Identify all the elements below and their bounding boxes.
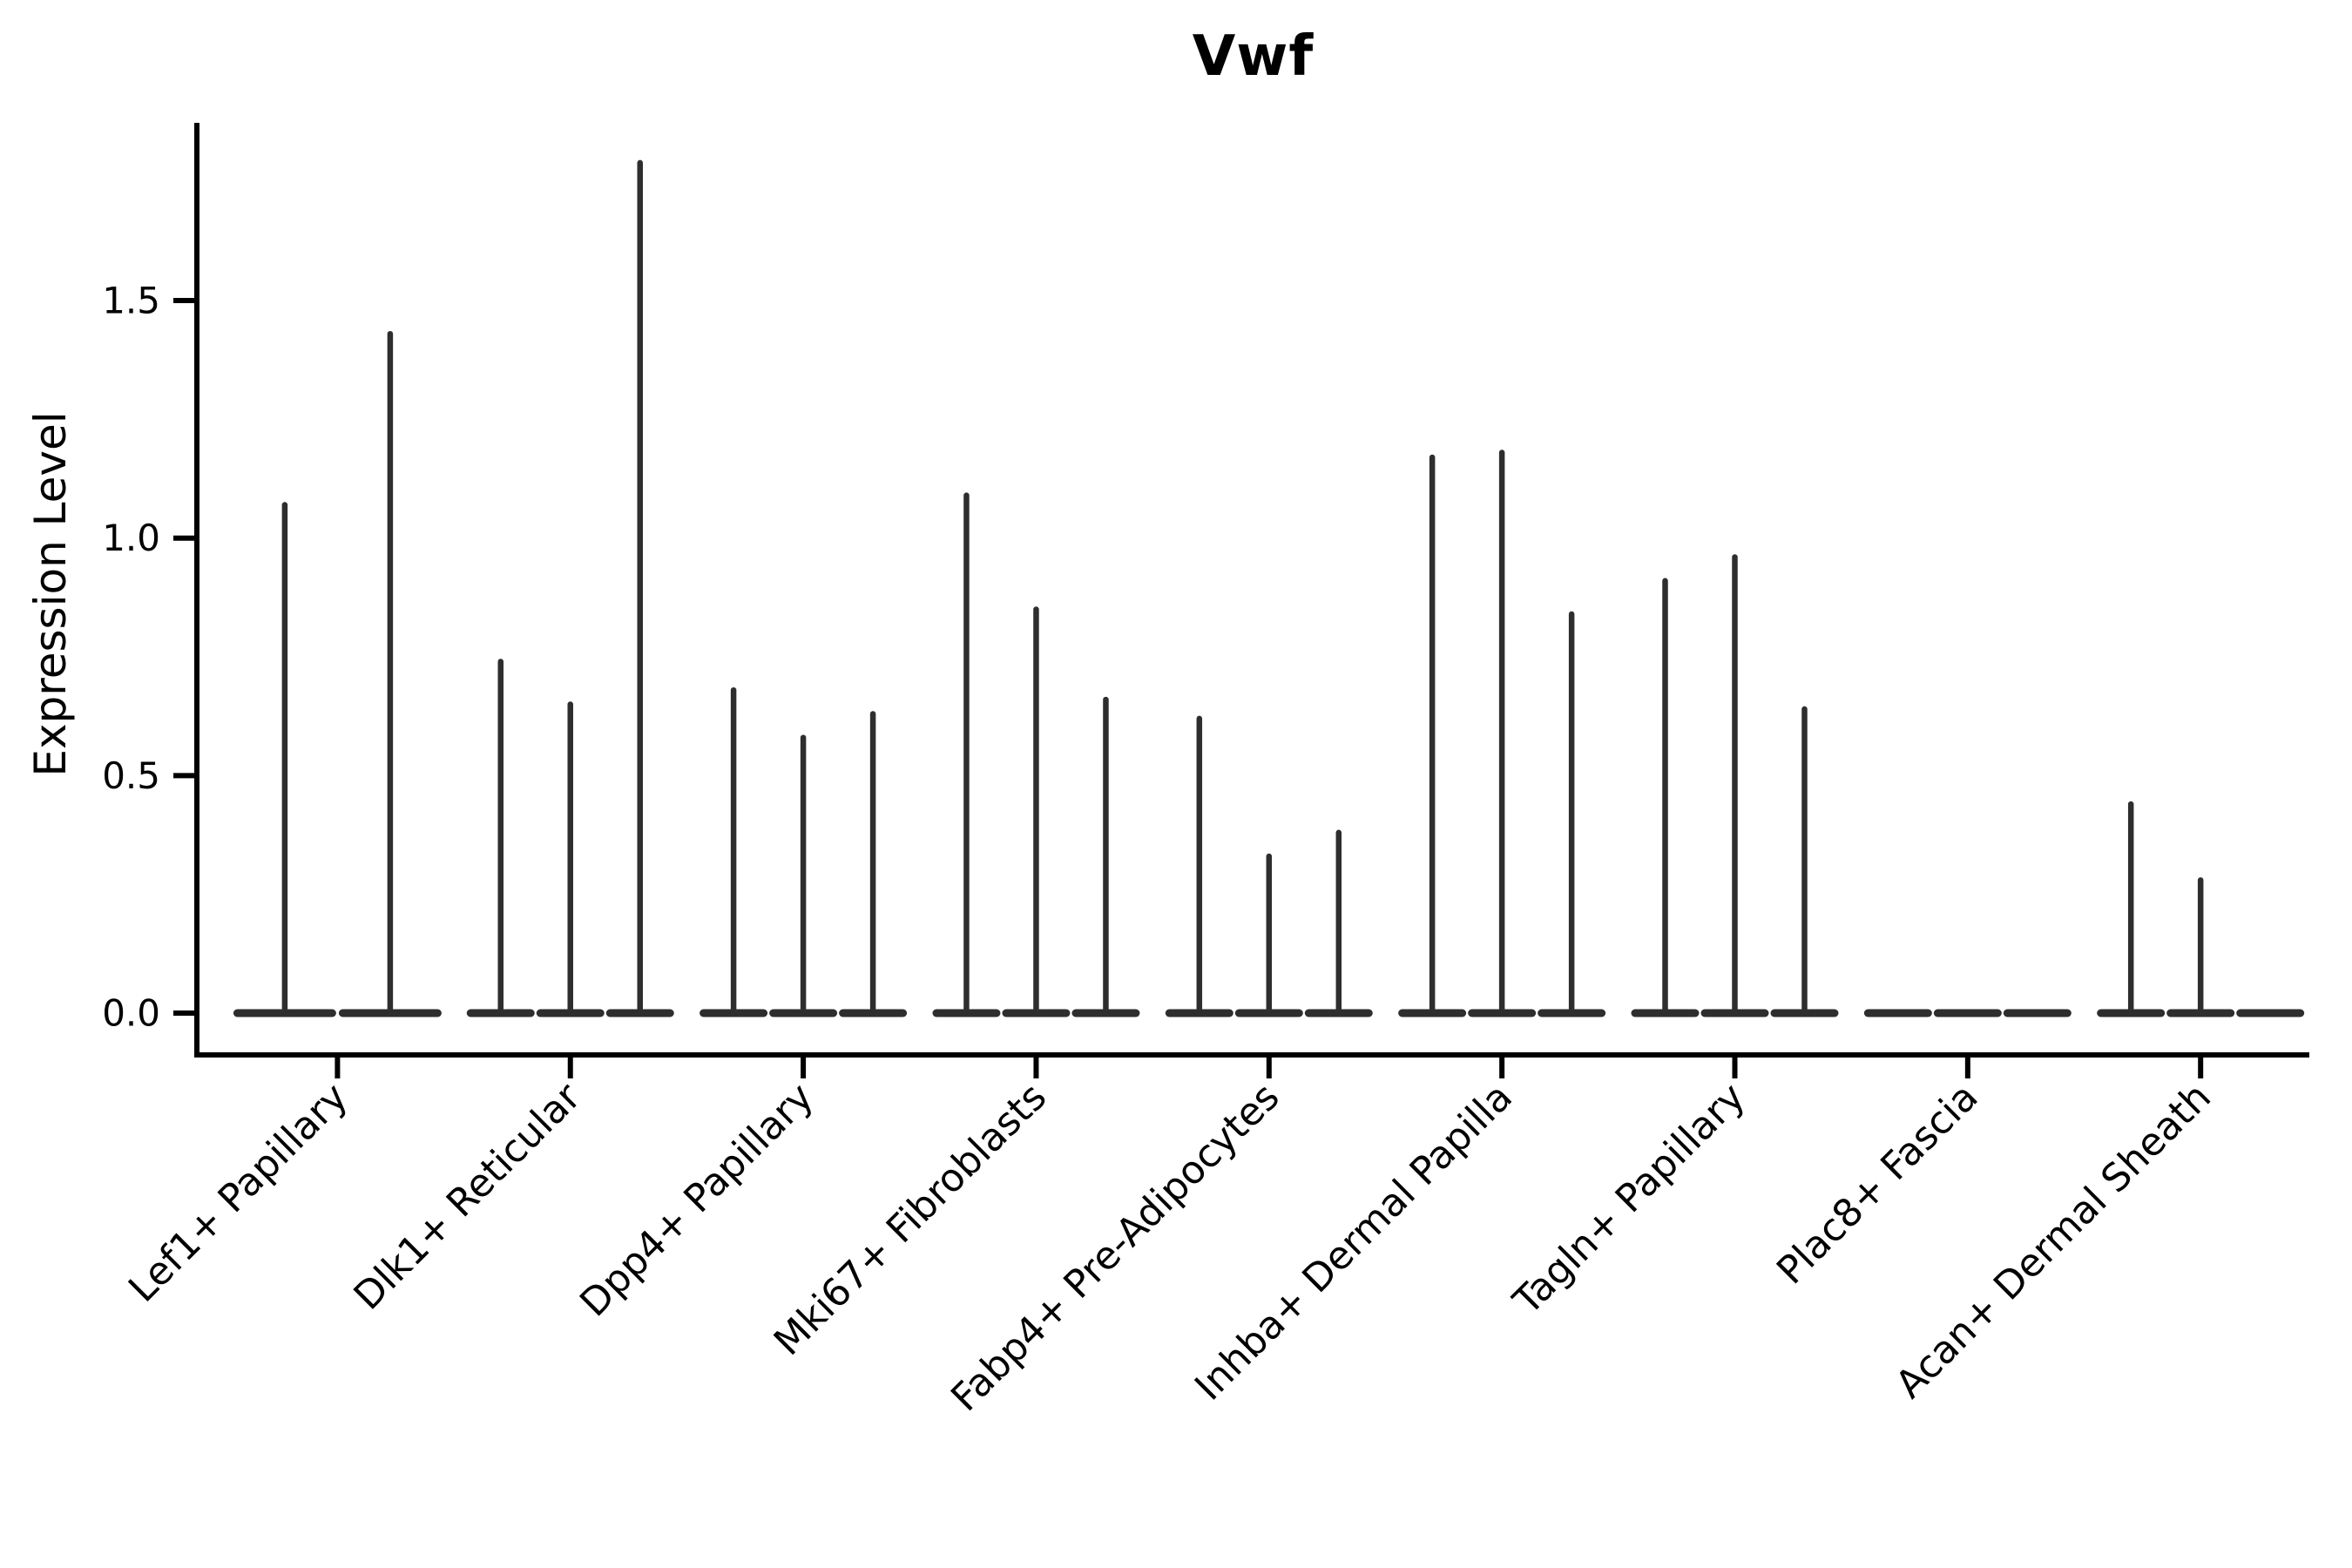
x-tick-label: Tagln+ Papillary xyxy=(1504,1075,1754,1324)
violin-base xyxy=(2003,1009,2072,1017)
x-tick-label: Plac8+ Fascia xyxy=(1768,1075,1987,1294)
x-tick-label: Dlk1+ Reticular xyxy=(346,1074,591,1319)
y-tick-label: 0.5 xyxy=(102,754,160,797)
x-tick-label: Dpp4+ Papillary xyxy=(571,1075,822,1326)
y-tick-label: 0.0 xyxy=(102,992,160,1035)
chart-title: Vwf xyxy=(1192,24,1315,89)
violin-base xyxy=(1933,1009,2002,1017)
x-tick-label: Lef1+ Papillary xyxy=(120,1075,356,1311)
y-tick-label: 1.5 xyxy=(102,280,160,322)
y-tick-label: 1.0 xyxy=(102,517,160,559)
violin-base xyxy=(1863,1009,1932,1017)
violin-base xyxy=(2236,1009,2305,1017)
